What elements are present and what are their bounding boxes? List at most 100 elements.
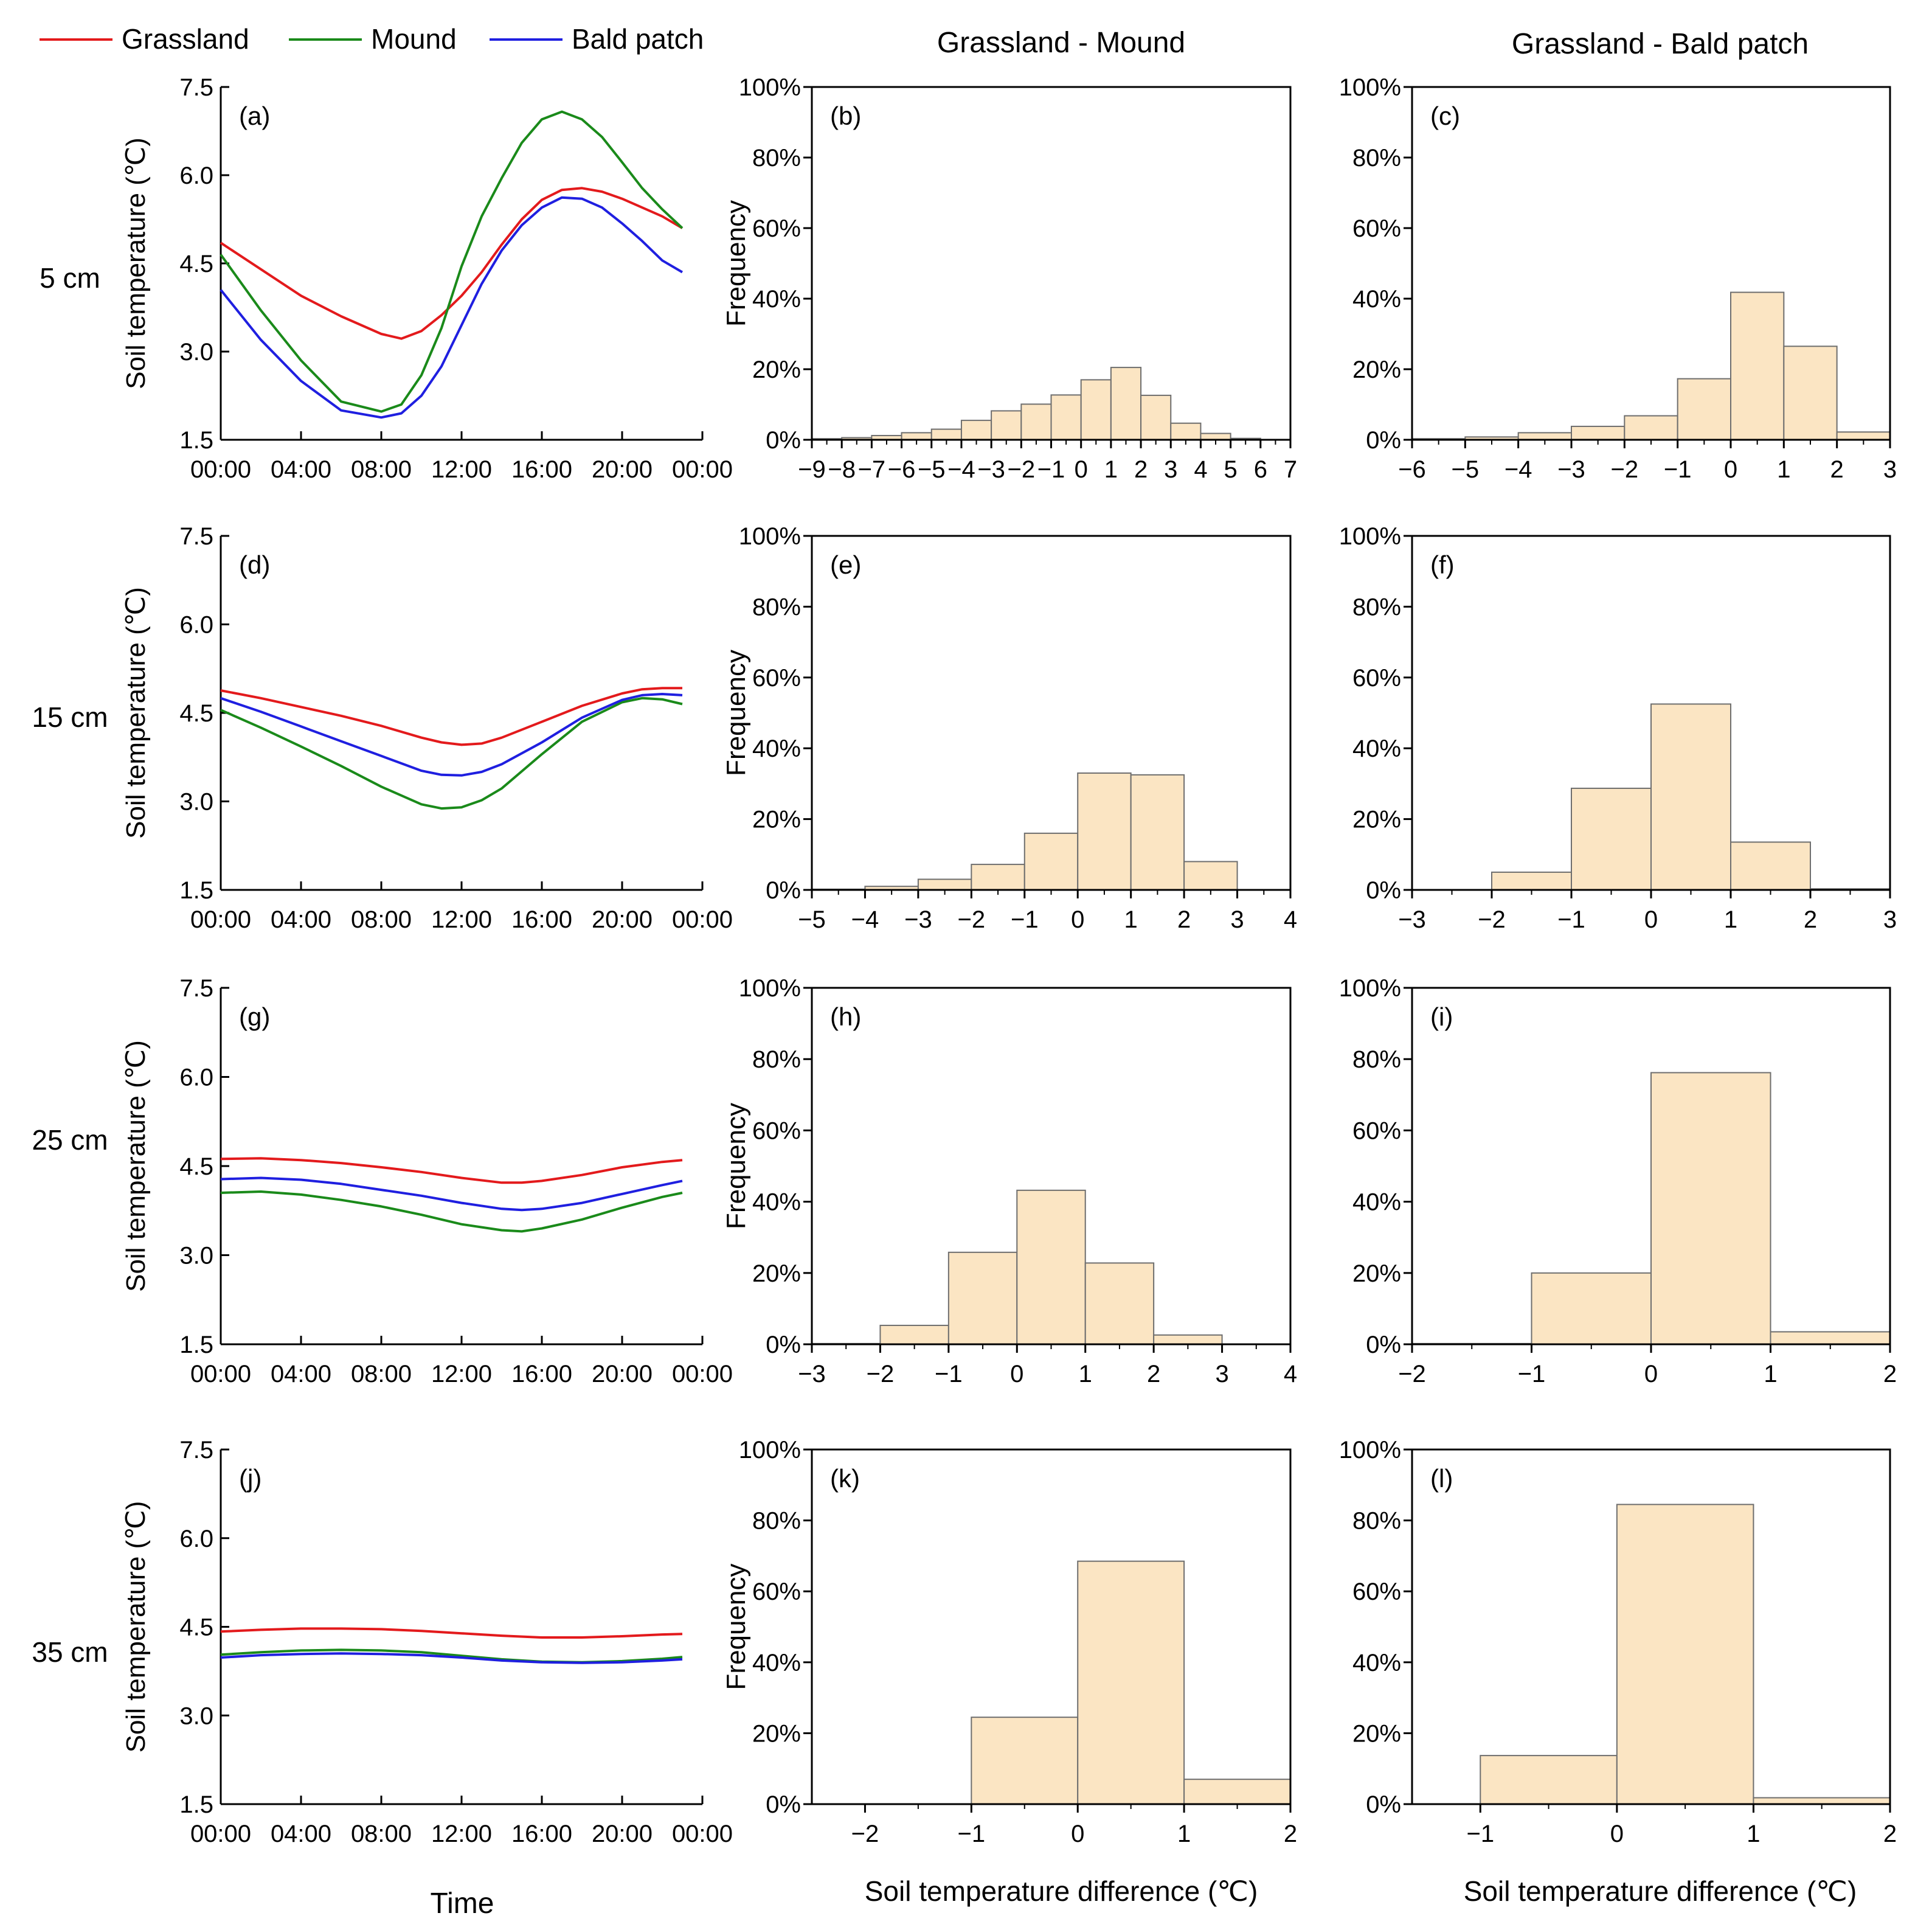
y-tick-label: 4.5 <box>179 251 213 277</box>
y-tick-label: 80% <box>1352 1508 1401 1535</box>
y-tick-label: 40% <box>1352 286 1401 313</box>
x-tick-label: 6 <box>1254 456 1267 483</box>
histogram-bar <box>971 864 1025 891</box>
legend: Grassland Mound Bald patch <box>40 23 704 55</box>
y-tick-label: 3.0 <box>179 339 213 366</box>
y-tick-label: 100% <box>1339 975 1401 1002</box>
x-tick-label: −2 <box>1008 456 1036 483</box>
panel-label: (e) <box>830 550 861 579</box>
x-tick-label: 1 <box>1104 456 1118 483</box>
series-line-grassland <box>220 687 682 746</box>
histogram-bar <box>1531 1272 1652 1345</box>
x-tick-label: 08:00 <box>351 1821 412 1847</box>
x-tick-label: 12:00 <box>431 906 492 933</box>
y-tick-label: 6.0 <box>179 1526 213 1552</box>
x-tick-label: 1 <box>1724 906 1737 933</box>
x-tick-label: 12:00 <box>431 456 492 483</box>
x-tick-label: 08:00 <box>351 456 412 483</box>
x-tick-label: 2 <box>1134 456 1148 483</box>
x-tick-label: −1 <box>935 1361 963 1387</box>
y-tick-label: 100% <box>1339 523 1401 550</box>
x-tick-label: −3 <box>977 456 1005 483</box>
x-tick-label: 04:00 <box>271 1361 331 1387</box>
y-tick-label: 60% <box>1352 1117 1401 1144</box>
histogram-bar <box>901 432 932 441</box>
x-tick-label: −1 <box>1011 906 1039 933</box>
x-tick-label: −3 <box>1398 906 1426 933</box>
x-tick-label: −3 <box>904 906 932 933</box>
histogram-bar <box>1077 772 1132 891</box>
row-label-15cm: 15 cm <box>32 701 108 733</box>
y-tick-label: 3.0 <box>179 1703 213 1729</box>
x-tick-label: −1 <box>958 1821 986 1847</box>
y-tick-label: 60% <box>1352 665 1401 692</box>
y-tick-label: 0% <box>766 427 801 454</box>
histogram-panel-k: 0% 20% 40% 60% 80% 100% −2 −1 0 1 2 Frequency (k) <box>721 1437 1297 1847</box>
histogram-bar <box>1571 425 1626 441</box>
x-tick-label: 04:00 <box>271 456 331 483</box>
panels: 1.5 3.0 4.5 6.0 7.5 00:00 04:00 08:00 12:00 16:00… <box>121 74 1897 1847</box>
x-tick-label: 2 <box>1804 906 1817 933</box>
panel-label: (j) <box>239 1464 261 1493</box>
x-tick-label: 4 <box>1284 906 1297 933</box>
legend-label-grassland: Grassland <box>122 23 249 55</box>
histogram-bar <box>960 420 992 440</box>
series-line-bald-patch <box>220 1652 683 1664</box>
y-tick-label: 60% <box>752 665 801 692</box>
histogram-bar <box>1130 774 1185 891</box>
x-tick-label: 4 <box>1284 1361 1297 1387</box>
histogram-panel-e: 0% 20% 40% 60% 80% 100% −5 −4 −3 −2 −1 0 1 2 3 4 Frequen… <box>721 523 1297 933</box>
x-tick-label: 3 <box>1215 1361 1228 1387</box>
panel-label: (k) <box>830 1464 860 1493</box>
histogram-bar <box>1080 379 1112 441</box>
histogram-bar <box>1753 1797 1891 1805</box>
x-tick-label: 0 <box>1610 1821 1624 1847</box>
x-tick-label: 2 <box>1883 1821 1897 1847</box>
y-tick-label: 20% <box>752 1720 801 1747</box>
x-tick-label: −2 <box>1478 906 1506 933</box>
x-tick-label: −2 <box>1611 456 1639 483</box>
y-tick-label: 1.5 <box>179 877 213 904</box>
x-tick-label: 00:00 <box>190 456 251 483</box>
x-tick-label: 2 <box>1883 1361 1897 1387</box>
y-tick-label: 7.5 <box>179 74 213 101</box>
column-title-grassland-mound: Grassland - Mound <box>937 27 1185 59</box>
series-line-mound <box>220 110 684 413</box>
y-tick-label: 7.5 <box>179 975 213 1002</box>
y-tick-label: 0% <box>766 1791 801 1818</box>
panel-label: (a) <box>239 102 270 130</box>
y-tick-label: 20% <box>752 807 801 833</box>
x-tick-label: −3 <box>1557 456 1585 483</box>
time-axis-title: Time <box>431 1887 494 1920</box>
column-title-grassland-bald-patch: Grassland - Bald patch <box>1512 28 1809 60</box>
y-tick-label: 6.0 <box>179 1064 213 1091</box>
y-axis-title: Soil temperature (℃) <box>121 587 151 839</box>
x-tick-label: 00:00 <box>190 1361 251 1387</box>
plot-frame <box>1411 1448 1891 1805</box>
col2-x-axis-title: Soil temperature difference (℃) <box>865 1875 1258 1907</box>
y-tick-label: 3.0 <box>179 1243 213 1269</box>
x-tick-label: −1 <box>1037 456 1065 483</box>
histogram-bar <box>1730 291 1785 440</box>
x-tick-label: 0 <box>1644 906 1658 933</box>
x-tick-label: 20:00 <box>592 906 653 933</box>
histogram-bar <box>1170 422 1202 440</box>
histogram-bar <box>1200 432 1231 440</box>
y-tick-label: 40% <box>752 735 801 762</box>
histogram-bar <box>1650 703 1731 891</box>
histogram-bar <box>917 878 972 891</box>
y-tick-label: 1.5 <box>179 427 213 454</box>
series-line-bald-patch <box>220 693 683 777</box>
x-tick-label: −1 <box>1557 906 1585 933</box>
x-tick-label: 08:00 <box>351 906 412 933</box>
y-tick-label: 0% <box>766 877 801 904</box>
x-tick-label: 3 <box>1883 906 1897 933</box>
y-tick-label: 40% <box>752 1650 801 1676</box>
y-tick-label: 20% <box>1352 1720 1401 1747</box>
x-tick-label: 08:00 <box>351 1361 412 1387</box>
series-line-mound <box>220 696 683 810</box>
legend-label-mound: Mound <box>371 23 457 55</box>
y-tick-label: 1.5 <box>179 1332 213 1358</box>
x-tick-label: −3 <box>798 1361 826 1387</box>
y-tick-label: 40% <box>1352 735 1401 762</box>
